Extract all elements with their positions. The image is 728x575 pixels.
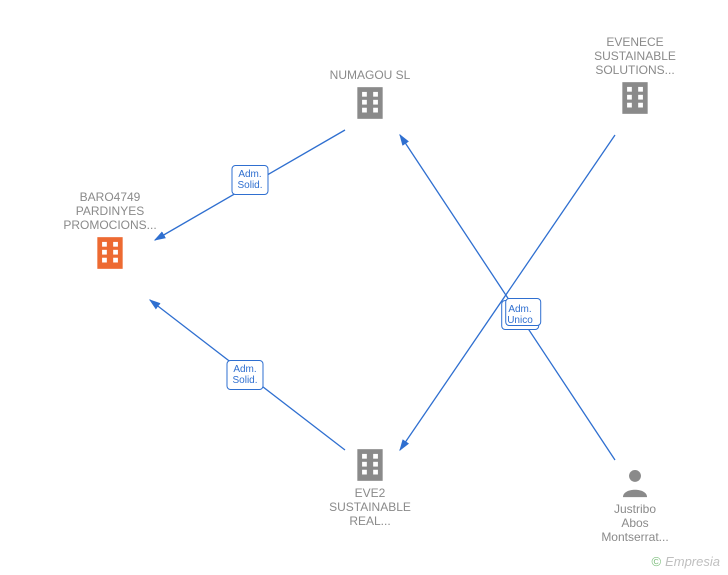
node-label: EVE2 SUSTAINABLE REAL... (310, 486, 430, 528)
edge-line (400, 135, 615, 450)
diagram-canvas: NUMAGOU SL EVENECE SUSTAINABLE SOLUTIONS… (0, 0, 728, 575)
node-label: Justribo Abos Montserrat... (575, 502, 695, 544)
watermark-brand: Empresia (665, 554, 720, 569)
node-label: BARO4749 PARDINYES PROMOCIONS... (50, 190, 170, 232)
node-evenece[interactable]: EVENECE SUSTAINABLE SOLUTIONS... (575, 35, 695, 117)
building-icon (351, 446, 389, 484)
building-icon (91, 234, 129, 272)
person-icon (618, 466, 652, 500)
node-label: EVENECE SUSTAINABLE SOLUTIONS... (575, 35, 695, 77)
node-eve2[interactable]: EVE2 SUSTAINABLE REAL... (310, 446, 430, 528)
edge-label: Adm. Solid. (226, 360, 263, 390)
node-numagou[interactable]: NUMAGOU SL (310, 68, 430, 122)
building-icon (616, 79, 654, 117)
node-justribo[interactable]: Justribo Abos Montserrat... (575, 466, 695, 544)
node-baro[interactable]: BARO4749 PARDINYES PROMOCIONS... (50, 190, 170, 272)
building-icon (351, 84, 389, 122)
edge-label: Adm. Unico (501, 300, 539, 330)
node-label: NUMAGOU SL (310, 68, 430, 82)
watermark: © Empresia (651, 554, 720, 569)
edge-label: Adm. Solid. (231, 165, 268, 195)
copyright-symbol: © (651, 554, 661, 569)
